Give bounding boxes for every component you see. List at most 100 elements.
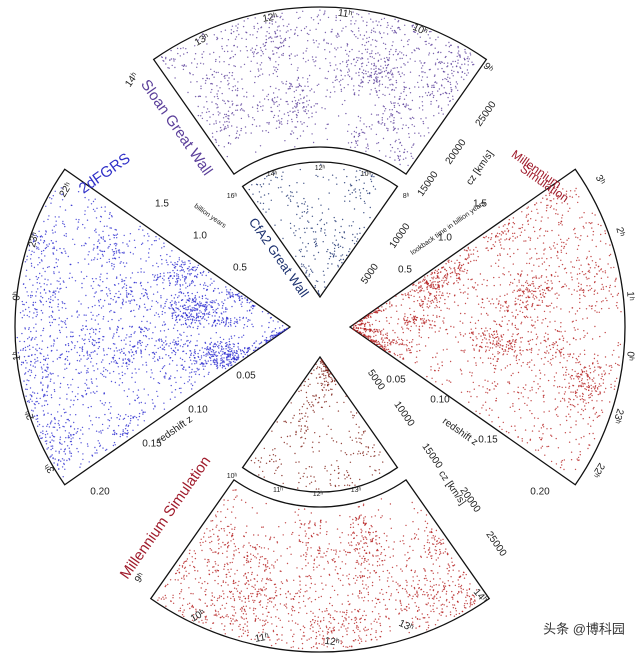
galaxy-dot xyxy=(178,295,180,297)
galaxy-dot xyxy=(172,58,175,60)
galaxy-dot xyxy=(88,251,90,253)
galaxy-dot xyxy=(118,290,120,293)
galaxy-dot xyxy=(132,417,134,419)
galaxy-dot xyxy=(228,322,230,324)
galaxy-dot xyxy=(357,13,360,16)
galaxy-dot xyxy=(168,67,170,69)
galaxy-dot xyxy=(306,125,308,128)
galaxy-dot xyxy=(505,302,507,304)
galaxy-dot xyxy=(427,34,429,36)
galaxy-dot xyxy=(578,361,581,363)
galaxy-dot xyxy=(431,84,433,87)
galaxy-dot xyxy=(155,236,157,238)
galaxy-dot xyxy=(384,64,387,67)
galaxy-dot xyxy=(590,425,592,427)
galaxy-dot xyxy=(172,349,174,352)
galaxy-dot xyxy=(160,304,162,307)
galaxy-dot xyxy=(312,141,315,144)
galaxy-dot xyxy=(274,30,276,33)
galaxy-dot xyxy=(419,96,421,98)
galaxy-dot xyxy=(541,257,543,259)
galaxy-dot xyxy=(176,307,178,310)
galaxy-dot xyxy=(304,85,306,87)
galaxy-dot xyxy=(431,93,433,95)
galaxy-dot xyxy=(291,118,293,121)
galaxy-dot xyxy=(407,164,409,167)
galaxy-dot xyxy=(549,206,552,209)
galaxy-dot xyxy=(210,351,213,353)
galaxy-dot xyxy=(180,392,182,394)
galaxy-dot xyxy=(228,363,230,365)
galaxy-dot xyxy=(143,235,145,237)
galaxy-dot xyxy=(105,376,107,378)
galaxy-dot xyxy=(139,340,142,342)
galaxy-dot xyxy=(282,18,284,21)
galaxy-dot xyxy=(233,345,235,348)
galaxy-dot xyxy=(575,420,577,422)
galaxy-dot xyxy=(204,347,206,350)
galaxy-dot xyxy=(228,343,231,345)
galaxy-dot xyxy=(403,63,405,65)
galaxy-dot xyxy=(223,321,225,324)
galaxy-dot xyxy=(36,308,38,311)
galaxy-dot xyxy=(34,353,36,356)
galaxy-dot xyxy=(174,284,177,286)
galaxy-dot xyxy=(282,52,284,55)
galaxy-dot xyxy=(346,175,348,178)
galaxy-dot xyxy=(231,292,233,294)
galaxy-dot xyxy=(176,321,178,324)
galaxy-dot xyxy=(110,309,112,312)
galaxy-dot xyxy=(191,301,193,303)
galaxy-dot xyxy=(268,74,271,76)
galaxy-dot xyxy=(386,118,389,120)
galaxy-dot xyxy=(368,192,371,194)
galaxy-dot xyxy=(543,289,546,291)
galaxy-dot xyxy=(615,278,617,281)
galaxy-dot xyxy=(63,223,65,226)
galaxy-dot xyxy=(196,308,199,310)
galaxy-dot xyxy=(452,75,454,77)
galaxy-dot xyxy=(215,312,217,314)
galaxy-dot xyxy=(152,408,155,410)
galaxy-dot xyxy=(140,401,142,404)
galaxy-dot xyxy=(206,108,209,110)
galaxy-dot xyxy=(47,357,49,360)
galaxy-dot xyxy=(108,261,111,263)
galaxy-dot xyxy=(78,314,80,316)
galaxy-dot xyxy=(221,291,223,293)
galaxy-dot xyxy=(70,426,72,428)
galaxy-dot xyxy=(587,263,590,265)
galaxy-dot xyxy=(401,144,403,147)
galaxy-dot xyxy=(311,56,314,58)
galaxy-dot xyxy=(92,200,95,203)
galaxy-dot xyxy=(29,394,31,396)
galaxy-dot xyxy=(466,74,468,76)
galaxy-dot xyxy=(132,429,134,431)
galaxy-dot xyxy=(128,351,130,353)
galaxy-dot xyxy=(161,310,164,313)
galaxy-dot xyxy=(436,301,438,303)
galaxy-dot xyxy=(539,372,542,374)
galaxy-dot xyxy=(164,340,167,342)
galaxy-dot xyxy=(40,301,42,303)
galaxy-dot xyxy=(343,182,346,184)
galaxy-dot xyxy=(604,372,607,374)
galaxy-dot xyxy=(227,126,229,128)
galaxy-dot xyxy=(303,266,305,268)
galaxy-dot xyxy=(488,333,490,335)
galaxy-dot xyxy=(174,324,176,326)
galaxy-dot xyxy=(165,259,167,261)
galaxy-dot xyxy=(148,248,150,250)
galaxy-dot xyxy=(182,346,184,348)
galaxy-dot xyxy=(145,361,147,364)
galaxy-dot xyxy=(285,31,288,33)
galaxy-dot xyxy=(565,386,567,388)
galaxy-dot xyxy=(407,43,409,46)
galaxy-dot xyxy=(265,38,268,41)
galaxy-dot xyxy=(50,413,52,416)
galaxy-dot xyxy=(200,305,202,307)
galaxy-dot xyxy=(514,341,516,343)
galaxy-dot xyxy=(290,200,292,203)
galaxy-dot xyxy=(373,335,375,338)
galaxy-dot xyxy=(242,109,244,111)
